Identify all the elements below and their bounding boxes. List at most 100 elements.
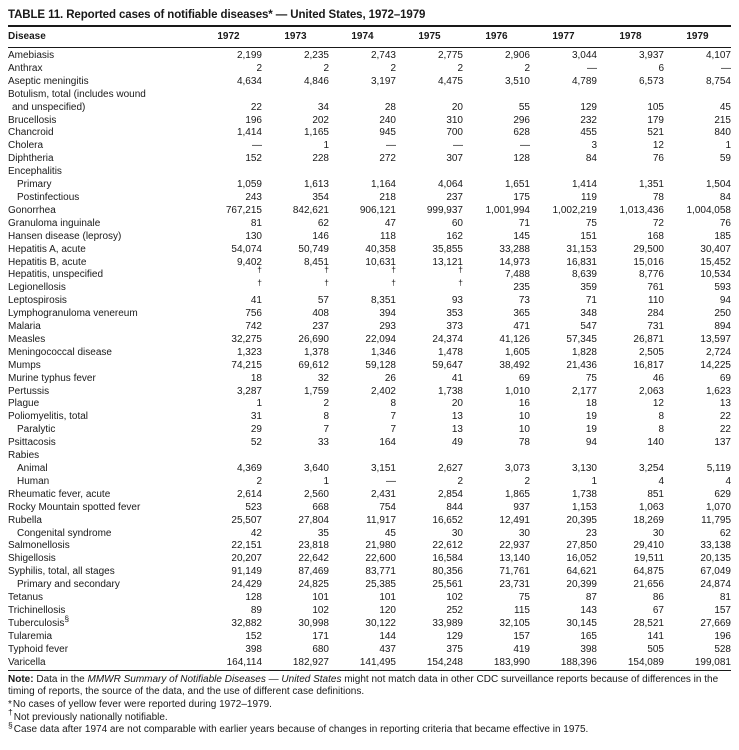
note-label: Note: [8,673,34,685]
disease-label: Animal [17,463,48,474]
value-cell: 3,937 [638,50,664,61]
value-cell: 1,351 [638,179,664,191]
disease-label: Salmonellosis [8,540,70,552]
value-cell: 3,510 [504,75,530,87]
value-cell: 8,451 [303,256,329,268]
value-cell: 25,507 [231,514,262,526]
dagger-placeholder: † [257,265,262,276]
value-cell: 16,831 [566,256,597,268]
value-cell: 228 [312,153,329,165]
column-header-year-1974: 1974 [351,31,374,42]
value-cell: 59 [719,153,731,165]
asterisk-marker: * [8,699,12,711]
value-cell: 4,789 [571,75,597,87]
value-cell: 27,804 [298,514,329,526]
value-cell: 22 [719,411,731,423]
value-cell: 130 [245,230,262,242]
value-cell: 1,059 [236,179,262,191]
value-cell: 3,044 [571,50,597,61]
value-cell: 2,743 [370,50,396,61]
value-cell: 20,399 [566,579,597,591]
value-cell: 1,414 [571,179,597,191]
value-cell: 20,395 [566,514,597,526]
value-cell: † [329,266,396,282]
table-row: Syphilis, total, all stages 91,149 87,469 8… [8,566,731,579]
value-cell: 4,846 [303,75,329,87]
value-cell: 102 [446,592,463,604]
value-cell: 83,771 [365,566,396,578]
value-cell: 1,165 [303,127,329,139]
value-cell: 4,369 [236,463,262,474]
value-cell [530,166,597,179]
value-cell: 1,001,994 [485,204,531,216]
value-cell: 1,504 [705,179,731,191]
value-cell: 35,855 [432,243,463,255]
value-cell: 240 [379,114,396,126]
value-cell [463,89,530,102]
value-cell: 521 [647,127,664,139]
value-cell: 293 [379,321,396,333]
value-cell: 18,269 [633,514,664,526]
value-cell: 71 [518,217,530,229]
value-cell: 8 [390,398,396,410]
dagger-placeholder: † [458,277,463,288]
table-row: Primary 1,059 1,613 1,164 4,064 1,651 1,414 1,3… [8,179,731,192]
value-cell: 33 [317,437,329,449]
value-cell [597,450,664,463]
value-cell: 2 [256,475,262,487]
value-cell: 151 [580,230,597,242]
table-row: Animal 4,369 3,640 3,151 2,627 3,073 3,130 3,25… [8,463,731,476]
value-cell: 252 [446,604,463,616]
disease-label: Gonorrhea [8,204,56,216]
disease-label: Amebiasis [8,50,55,61]
value-cell: 1,010 [504,385,530,397]
value-cell: 4 [725,475,731,487]
value-cell: 13,140 [499,553,530,565]
value-cell: 593 [714,282,731,294]
table-row: Mumps 74,215 69,612 59,128 59,647 38,492 21,43… [8,360,731,373]
value-cell: 179 [647,114,664,126]
value-cell: 4,475 [437,75,463,87]
value-cell: 54,074 [231,243,262,255]
value-cell: 67 [652,604,664,616]
value-cell: 6 [658,62,664,74]
value-cell [329,89,396,102]
footnote-section-mark: §Case data after 1974 are not comparable… [8,721,731,736]
table-row: Rubella 25,507 27,804 11,917 16,652 12,491 20,… [8,515,731,528]
value-cell: 2 [323,62,329,74]
value-cell: 906,121 [359,204,396,216]
value-cell [396,450,463,463]
value-cell: 22,642 [298,553,329,565]
value-cell: 31,153 [566,243,597,255]
value-cell: 30 [518,527,530,539]
value-cell: 21,656 [633,579,664,591]
value-cell: 27,850 [566,540,597,552]
value-cell: 1,063 [638,501,664,513]
value-cell: 375 [446,643,463,655]
value-cell: 137 [714,437,731,449]
value-cell: 23,731 [499,579,530,591]
dagger-placeholder: † [257,277,262,288]
value-cell: 3,254 [638,463,664,474]
value-cell: 143 [580,604,597,616]
table-row: Aseptic meningitis 4,634 4,846 3,197 4,475 3,… [8,76,731,89]
value-cell: 1 [725,140,731,152]
value-cell: 3 [591,140,597,152]
value-cell: 284 [647,308,664,320]
value-cell: 1 [256,398,262,410]
table-row: Legionellosis † † † † 235 359 761 593 [8,279,731,295]
value-cell: 165 [580,630,597,642]
value-cell: 62 [317,217,329,229]
value-cell: 91,149 [231,566,262,578]
value-cell: 3,287 [236,385,262,397]
value-cell: — [386,140,396,152]
value-cell: 41,126 [499,333,530,345]
column-header-year-1978: 1978 [619,31,642,42]
value-cell: 8 [323,411,329,423]
disease-label: Human [17,475,50,487]
value-cell: 1,164 [370,179,396,191]
value-cell: 199,081 [694,656,731,668]
value-cell: 2,724 [705,346,731,358]
footnotes-section: Note: Data in the MMWR Summary of Notifi… [8,671,731,737]
disease-label: Rheumatic fever, acute [8,488,111,500]
